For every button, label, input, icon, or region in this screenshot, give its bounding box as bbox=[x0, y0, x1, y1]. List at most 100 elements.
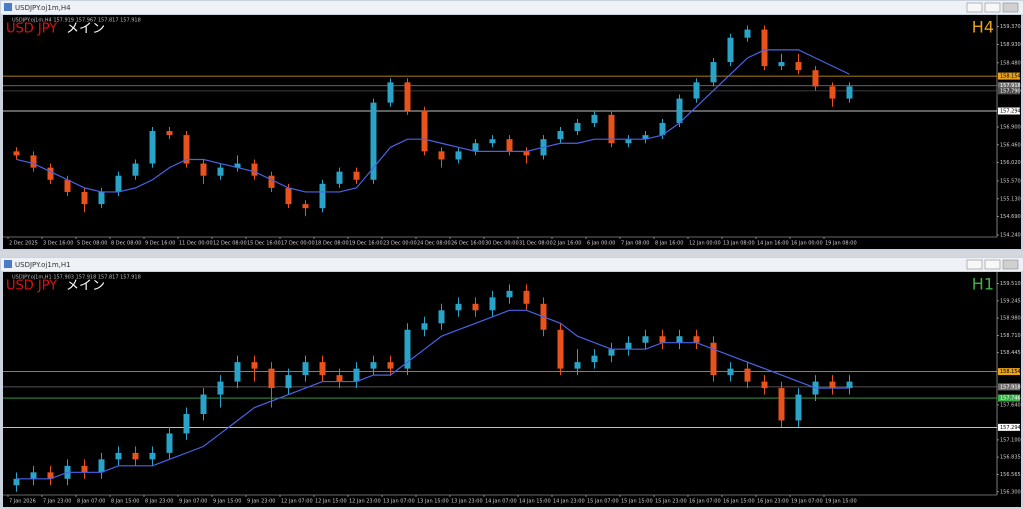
x-tick-label: 14 Jan 23:00 bbox=[553, 499, 585, 505]
maximize-button[interactable] bbox=[984, 259, 1001, 270]
x-tick-label: 7 Jan 2026 bbox=[9, 499, 36, 505]
candle-body bbox=[336, 375, 343, 382]
candle-body bbox=[744, 29, 751, 38]
x-tick-label: 12 Jan 15:00 bbox=[315, 499, 347, 505]
y-tick-label: 159.370 bbox=[1000, 24, 1021, 30]
chart-info: USDJPY.oj1m,H1 157.903 157.918 157.817 1… bbox=[12, 275, 141, 281]
y-tick-label: 156.300 bbox=[1000, 489, 1021, 495]
maximize-button[interactable] bbox=[984, 2, 1001, 13]
title-bar bbox=[1, 258, 1023, 271]
price-level-box bbox=[998, 87, 1020, 95]
chart-area bbox=[3, 15, 1021, 249]
candle-body bbox=[81, 191, 88, 205]
x-tick-label: 12 Dec 08:00 bbox=[213, 241, 247, 247]
candle-body bbox=[115, 175, 122, 192]
candle-body bbox=[829, 381, 836, 389]
candle-body bbox=[625, 342, 632, 350]
x-tick-label: 14 Jan 07:00 bbox=[485, 499, 517, 505]
x-tick-label: 12 Jan 07:00 bbox=[281, 499, 313, 505]
candle-body bbox=[200, 394, 207, 414]
candle-body bbox=[98, 459, 105, 473]
candle-body bbox=[506, 290, 513, 298]
x-tick-label: 16 Jan 15:00 bbox=[723, 499, 755, 505]
moving-average bbox=[16, 49, 850, 193]
candle-body bbox=[370, 362, 377, 369]
candle-body bbox=[574, 122, 581, 132]
y-tick-label: 155.130 bbox=[1000, 196, 1021, 202]
x-tick-label: 9 Jan 15:00 bbox=[213, 499, 241, 505]
candle-body bbox=[693, 82, 700, 99]
x-tick-label: 14 Jan 16:00 bbox=[757, 241, 789, 247]
y-tick-label: 155.570 bbox=[1000, 178, 1021, 184]
candle-body bbox=[183, 135, 190, 164]
window-icon bbox=[4, 260, 12, 268]
candle-body bbox=[761, 381, 768, 389]
x-tick-label: 6 Jan 00:00 bbox=[587, 241, 615, 247]
candle-body bbox=[166, 433, 173, 453]
close-button[interactable] bbox=[1002, 2, 1019, 13]
candle-body bbox=[438, 310, 445, 324]
close-button[interactable] bbox=[1002, 259, 1019, 270]
x-tick-label: 14 Jan 15:00 bbox=[519, 499, 551, 505]
candle-body bbox=[81, 465, 88, 473]
candle-body bbox=[455, 151, 462, 160]
candle-body bbox=[217, 167, 224, 176]
symbol-label: USD JPY bbox=[6, 22, 57, 37]
x-tick-label: 8 Jan 16:00 bbox=[655, 241, 683, 247]
candle-body bbox=[370, 102, 377, 180]
minimize-button[interactable] bbox=[966, 259, 983, 270]
price-level-box bbox=[998, 383, 1020, 391]
y-tick-label: 156.565 bbox=[1000, 472, 1021, 478]
price-level-box bbox=[998, 368, 1020, 376]
candle-body bbox=[13, 478, 20, 486]
x-tick-label: 12 Jan 00:00 bbox=[689, 241, 721, 247]
y-tick-label: 156.900 bbox=[1000, 125, 1021, 131]
price-level-box bbox=[998, 394, 1020, 402]
candle-body bbox=[591, 114, 598, 123]
candle-body bbox=[132, 163, 139, 176]
y-tick-label: 158.480 bbox=[1000, 60, 1021, 66]
candle-body bbox=[13, 151, 20, 156]
candle-body bbox=[251, 163, 258, 176]
window-icon bbox=[4, 3, 12, 11]
x-tick-label: 15 Jan 23:00 bbox=[655, 499, 687, 505]
candle-body bbox=[693, 336, 700, 343]
candle-body bbox=[302, 362, 309, 376]
candle-body bbox=[642, 336, 649, 343]
price-level-label: 157.918 bbox=[1000, 83, 1021, 89]
candle-body bbox=[285, 187, 292, 205]
x-tick-label: 26 Dec 16:00 bbox=[451, 241, 485, 247]
chart-info: USDJPY.oj1m,H4 157.919 157.967 157.817 1… bbox=[12, 18, 141, 24]
candle-body bbox=[319, 183, 326, 209]
y-tick-label: 158.930 bbox=[1000, 42, 1021, 48]
candle-body bbox=[149, 131, 156, 164]
candle-body bbox=[778, 388, 785, 421]
candle-body bbox=[659, 336, 666, 343]
x-tick-label: 2 Dec 2025 bbox=[9, 241, 38, 247]
candle-body bbox=[812, 70, 819, 87]
candle-body bbox=[166, 131, 173, 136]
candle-body bbox=[47, 472, 54, 479]
x-tick-label: 5 Dec 08:00 bbox=[77, 241, 107, 247]
price-level-box bbox=[998, 72, 1020, 80]
x-tick-label: 18 Dec 08:00 bbox=[315, 241, 349, 247]
candle-body bbox=[506, 139, 513, 152]
x-tick-label: 9 Jan 07:00 bbox=[179, 499, 207, 505]
candle-body bbox=[438, 151, 445, 160]
x-tick-label: 13 Jan 08:00 bbox=[723, 241, 755, 247]
x-tick-label: 8 Jan 15:00 bbox=[111, 499, 139, 505]
candle-body bbox=[302, 204, 309, 209]
candle-body bbox=[30, 155, 37, 168]
candle-body bbox=[336, 171, 343, 184]
chart-area bbox=[3, 272, 1021, 507]
candle-body bbox=[523, 151, 530, 156]
candle-body bbox=[625, 139, 632, 144]
candle-body bbox=[676, 336, 683, 343]
main-label: メイン bbox=[66, 22, 105, 37]
x-tick-label: 16 Jan 07:00 bbox=[689, 499, 721, 505]
minimize-button[interactable] bbox=[966, 2, 983, 13]
candle-body bbox=[353, 171, 360, 180]
candle-body bbox=[404, 329, 411, 369]
candle-body bbox=[642, 135, 649, 140]
candle-body bbox=[472, 143, 479, 152]
